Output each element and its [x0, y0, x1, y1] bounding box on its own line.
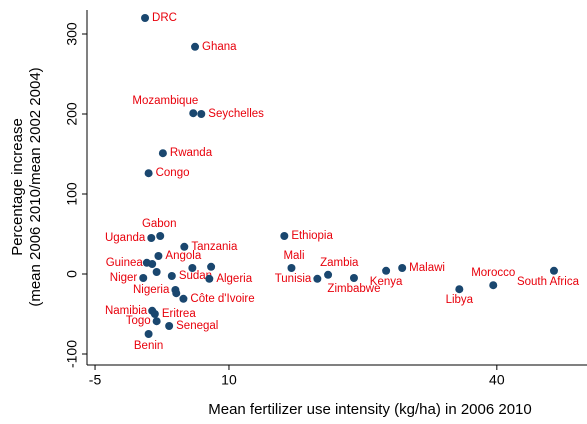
x-tick-label: 10 — [221, 372, 237, 388]
point-label: Sudan — [179, 270, 212, 282]
point-label: Senegal — [176, 320, 218, 332]
point — [489, 281, 498, 290]
point — [152, 317, 161, 326]
y-tick-label: 100 — [64, 182, 80, 206]
point — [382, 266, 391, 275]
point-label: Eritrea — [162, 308, 196, 320]
point — [455, 285, 464, 294]
point — [324, 270, 333, 279]
point — [197, 110, 206, 118]
point — [191, 42, 200, 51]
x-tick-label: -5 — [89, 372, 102, 388]
y-tick-label: 0 — [64, 270, 80, 278]
point-label: Zambia — [320, 257, 359, 269]
point — [205, 274, 214, 283]
y-tick-label: 200 — [64, 102, 80, 126]
point-label: Togo — [126, 315, 151, 327]
point-label: Niger — [110, 272, 138, 284]
point — [144, 169, 153, 178]
point — [189, 109, 198, 118]
point — [180, 242, 189, 251]
point — [287, 264, 296, 272]
point-label: Congo — [156, 167, 190, 179]
point-label: Angola — [165, 250, 201, 262]
point-label: Tunisia — [275, 273, 312, 285]
y-tick-label: -100 — [64, 340, 80, 368]
point — [158, 149, 167, 158]
point — [549, 266, 558, 275]
point-label: Morocco — [471, 267, 515, 279]
point-label: Namibia — [105, 305, 148, 317]
point-label: Mali — [283, 250, 304, 262]
point — [349, 274, 358, 282]
point-label: Ghana — [202, 41, 237, 53]
point — [147, 234, 156, 242]
point — [148, 260, 157, 268]
point-label: Kenya — [370, 276, 403, 288]
point — [398, 264, 407, 272]
point — [139, 274, 148, 282]
point — [144, 330, 153, 338]
point — [141, 14, 150, 22]
point-label: Benin — [134, 340, 163, 352]
point-label: Côte d'Ivoire — [190, 293, 254, 305]
point — [154, 252, 163, 260]
point — [313, 274, 322, 283]
point — [167, 272, 176, 280]
point-label: Libya — [446, 294, 474, 306]
y-tick-label: 300 — [64, 22, 80, 46]
point — [165, 322, 174, 330]
point — [172, 289, 181, 298]
x-axis-label: Mean fertilizer use intensity (kg/ha) in… — [208, 401, 532, 418]
y-axis-label: Percentage increase — [9, 118, 26, 256]
point — [280, 232, 289, 240]
y-axis-label: (mean 2006 2010/mean 2002 2004) — [27, 67, 44, 306]
point-label: Uganda — [105, 232, 146, 244]
point-label: Nigeria — [133, 284, 170, 296]
point-label: Malawi — [409, 262, 445, 274]
point — [207, 262, 216, 271]
point-label: South Africa — [517, 276, 580, 288]
point-label: Zimbabwe — [327, 283, 380, 295]
point-label: Seychelles — [208, 108, 264, 120]
point — [188, 264, 197, 272]
point — [152, 268, 161, 276]
point-label: Tanzania — [191, 241, 238, 253]
point-label: Gabon — [142, 218, 177, 230]
point-label: Ethiopia — [291, 230, 333, 242]
point-label: DRC — [152, 12, 177, 24]
x-tick-label: 40 — [489, 372, 505, 388]
point — [179, 294, 188, 303]
point — [156, 232, 165, 240]
point-label: Guinea — [106, 257, 144, 269]
point-label: Mozambique — [132, 95, 198, 107]
point-label: Rwanda — [170, 147, 213, 159]
point-label: Algeria — [216, 273, 252, 285]
point — [150, 310, 159, 318]
